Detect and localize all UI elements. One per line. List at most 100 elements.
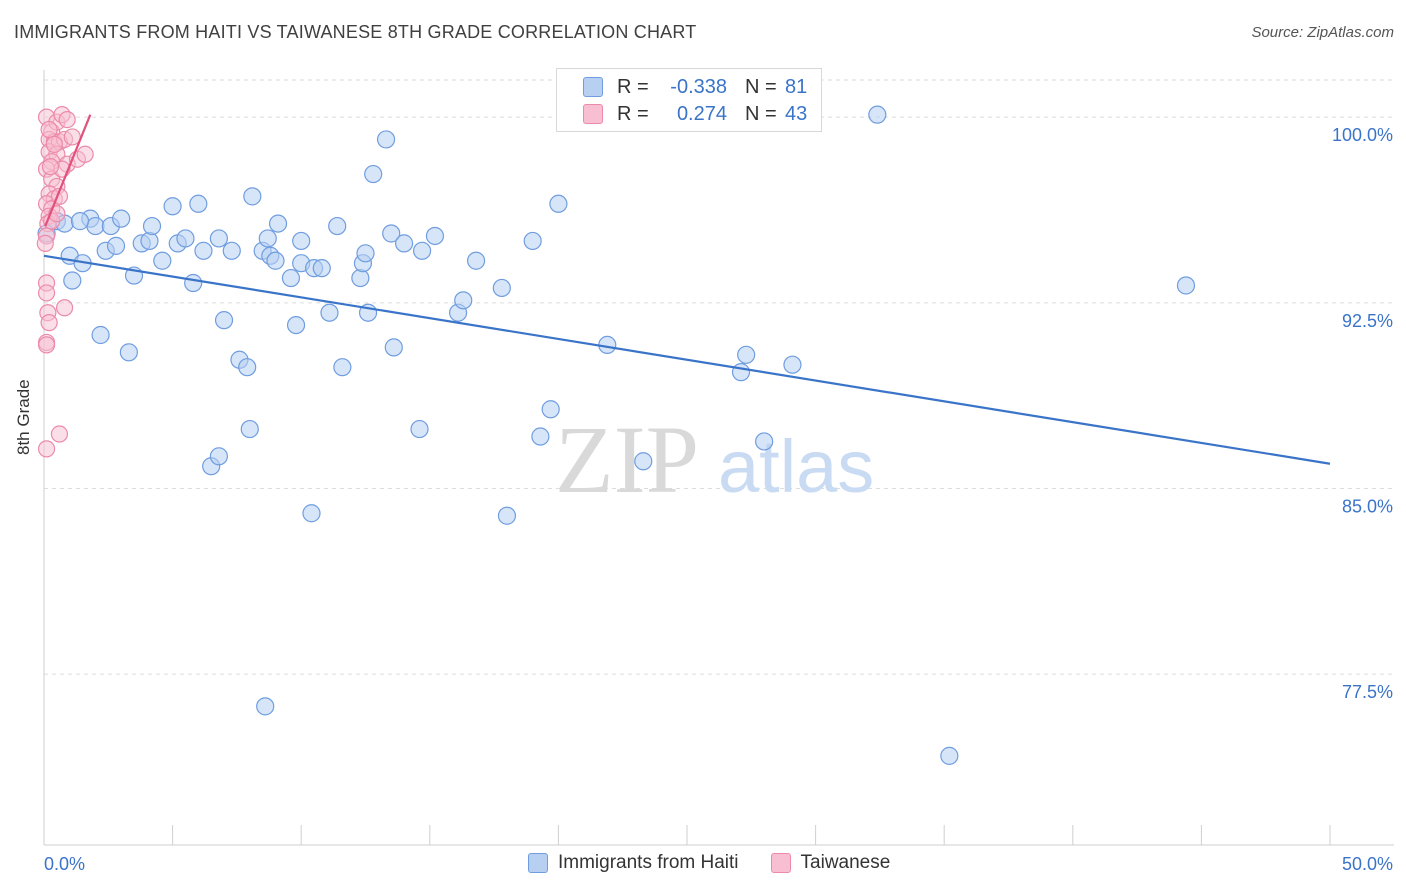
y-tick-label: 85.0%: [1342, 496, 1393, 516]
haiti-legend-label: Immigrants from Haiti: [558, 852, 739, 873]
watermark-atlas: atlas: [718, 425, 874, 508]
data-point-haiti: [292, 231, 311, 251]
data-point-haiti: [384, 338, 403, 357]
tick-labels: 77.5% 85.0% 92.5% 100.0% 0.0% 50.0%: [44, 125, 1393, 874]
taiwanese-legend-swatch: [770, 853, 791, 873]
data-point-haiti: [333, 358, 352, 377]
r-label: R =: [617, 102, 649, 125]
haiti-legend-swatch: [528, 853, 548, 873]
data-point-haiti: [320, 303, 339, 322]
r-label: R =: [617, 75, 649, 98]
stats-legend: R = -0.338 N = 81 R = 0.274 N = 43: [556, 68, 822, 132]
data-point-haiti: [755, 432, 774, 451]
data-point-haiti: [256, 697, 275, 716]
taiwanese-swatch: [583, 104, 603, 124]
data-point-haiti: [184, 273, 203, 293]
data-point-haiti: [410, 419, 429, 439]
data-point-taiwanese: [36, 234, 54, 252]
data-point-haiti: [268, 214, 288, 233]
y-tick-label: 92.5%: [1342, 311, 1393, 331]
data-point-haiti: [243, 187, 262, 206]
data-point-haiti: [209, 447, 228, 466]
y-tick-label: 100.0%: [1332, 125, 1393, 145]
data-point-haiti: [412, 241, 432, 260]
data-point-haiti: [70, 212, 90, 231]
data-point-haiti: [497, 506, 517, 525]
data-point-haiti: [466, 251, 486, 270]
data-point-haiti: [376, 130, 396, 149]
data-point-haiti: [63, 271, 82, 290]
data-point-haiti: [425, 226, 445, 246]
data-point-taiwanese: [50, 425, 69, 443]
haiti-swatch: [583, 77, 603, 97]
data-point-haiti: [523, 231, 542, 251]
trend-lines: [43, 114, 1331, 465]
data-point-haiti: [737, 345, 756, 364]
data-point-taiwanese: [45, 135, 63, 153]
y-axis-label: 8th Grade: [14, 379, 33, 455]
stats-row-taiwanese: R = 0.274 N = 43: [557, 100, 807, 128]
data-point-haiti: [153, 251, 172, 270]
data-point-haiti: [492, 278, 511, 298]
data-point-haiti: [86, 216, 105, 236]
data-point-haiti: [364, 164, 383, 184]
data-point-haiti: [194, 241, 213, 260]
data-point-taiwanese: [40, 314, 58, 332]
data-point-taiwanese: [55, 299, 74, 317]
data-point-haiti: [312, 259, 331, 278]
y-tick-label: 77.5%: [1342, 682, 1393, 702]
data-point-haiti: [91, 325, 110, 345]
data-point-taiwanese: [37, 284, 56, 302]
taiwanese-legend-label: Taiwanese: [800, 852, 891, 873]
data-point-haiti: [1176, 276, 1196, 295]
data-point-haiti: [286, 315, 306, 335]
data-point-haiti: [240, 419, 259, 439]
data-point-haiti: [112, 209, 131, 228]
data-point-haiti: [189, 194, 208, 213]
data-point-haiti: [868, 105, 887, 124]
x-tick-label: 50.0%: [1342, 854, 1393, 874]
data-point-haiti: [783, 355, 802, 374]
stats-row-haiti: R = -0.338 N = 81: [557, 73, 807, 101]
series-legend: Immigrants from Haiti Taiwanese: [528, 852, 890, 874]
data-point-haiti: [238, 358, 257, 377]
data-point-haiti: [541, 400, 560, 419]
data-point-taiwanese: [37, 440, 56, 458]
data-point-haiti: [222, 241, 241, 260]
n-value: 81: [785, 75, 808, 98]
data-point-haiti: [328, 216, 347, 236]
watermark-zip: ZIP: [555, 406, 699, 513]
n-label: N =: [745, 102, 777, 125]
data-point-haiti: [266, 251, 285, 270]
chart-title: IMMIGRANTS FROM HAITI VS TAIWANESE 8TH G…: [14, 22, 697, 42]
data-point-haiti: [142, 216, 162, 236]
data-point-haiti: [531, 427, 550, 446]
data-point-taiwanese: [41, 158, 60, 176]
grid-lines: [44, 79, 1394, 675]
data-point-haiti: [394, 234, 414, 253]
data-point-haiti: [281, 268, 301, 288]
trend-line-haiti: [43, 254, 1331, 465]
data-point-haiti: [454, 291, 473, 310]
data-point-haiti: [209, 229, 228, 248]
n-value: 43: [785, 102, 808, 125]
data-point-haiti: [351, 268, 370, 288]
r-value: 0.274: [676, 102, 727, 125]
data-point-haiti: [356, 244, 375, 263]
data-point-haiti: [382, 224, 401, 243]
source-label: Source: ZipAtlas.com: [1251, 24, 1394, 41]
r-value: -0.338: [670, 75, 727, 98]
data-point-haiti: [940, 746, 959, 765]
n-label: N =: [745, 75, 777, 98]
data-point-haiti: [549, 194, 568, 213]
data-point-haiti: [176, 229, 195, 248]
data-point-taiwanese: [37, 336, 56, 354]
data-point-haiti: [140, 231, 159, 251]
data-point-haiti: [634, 452, 653, 471]
data-point-haiti: [163, 197, 182, 216]
data-point-haiti: [214, 311, 234, 330]
data-point-taiwanese: [40, 120, 58, 139]
data-point-haiti: [106, 236, 126, 255]
watermark: ZIP atlas: [555, 406, 874, 513]
